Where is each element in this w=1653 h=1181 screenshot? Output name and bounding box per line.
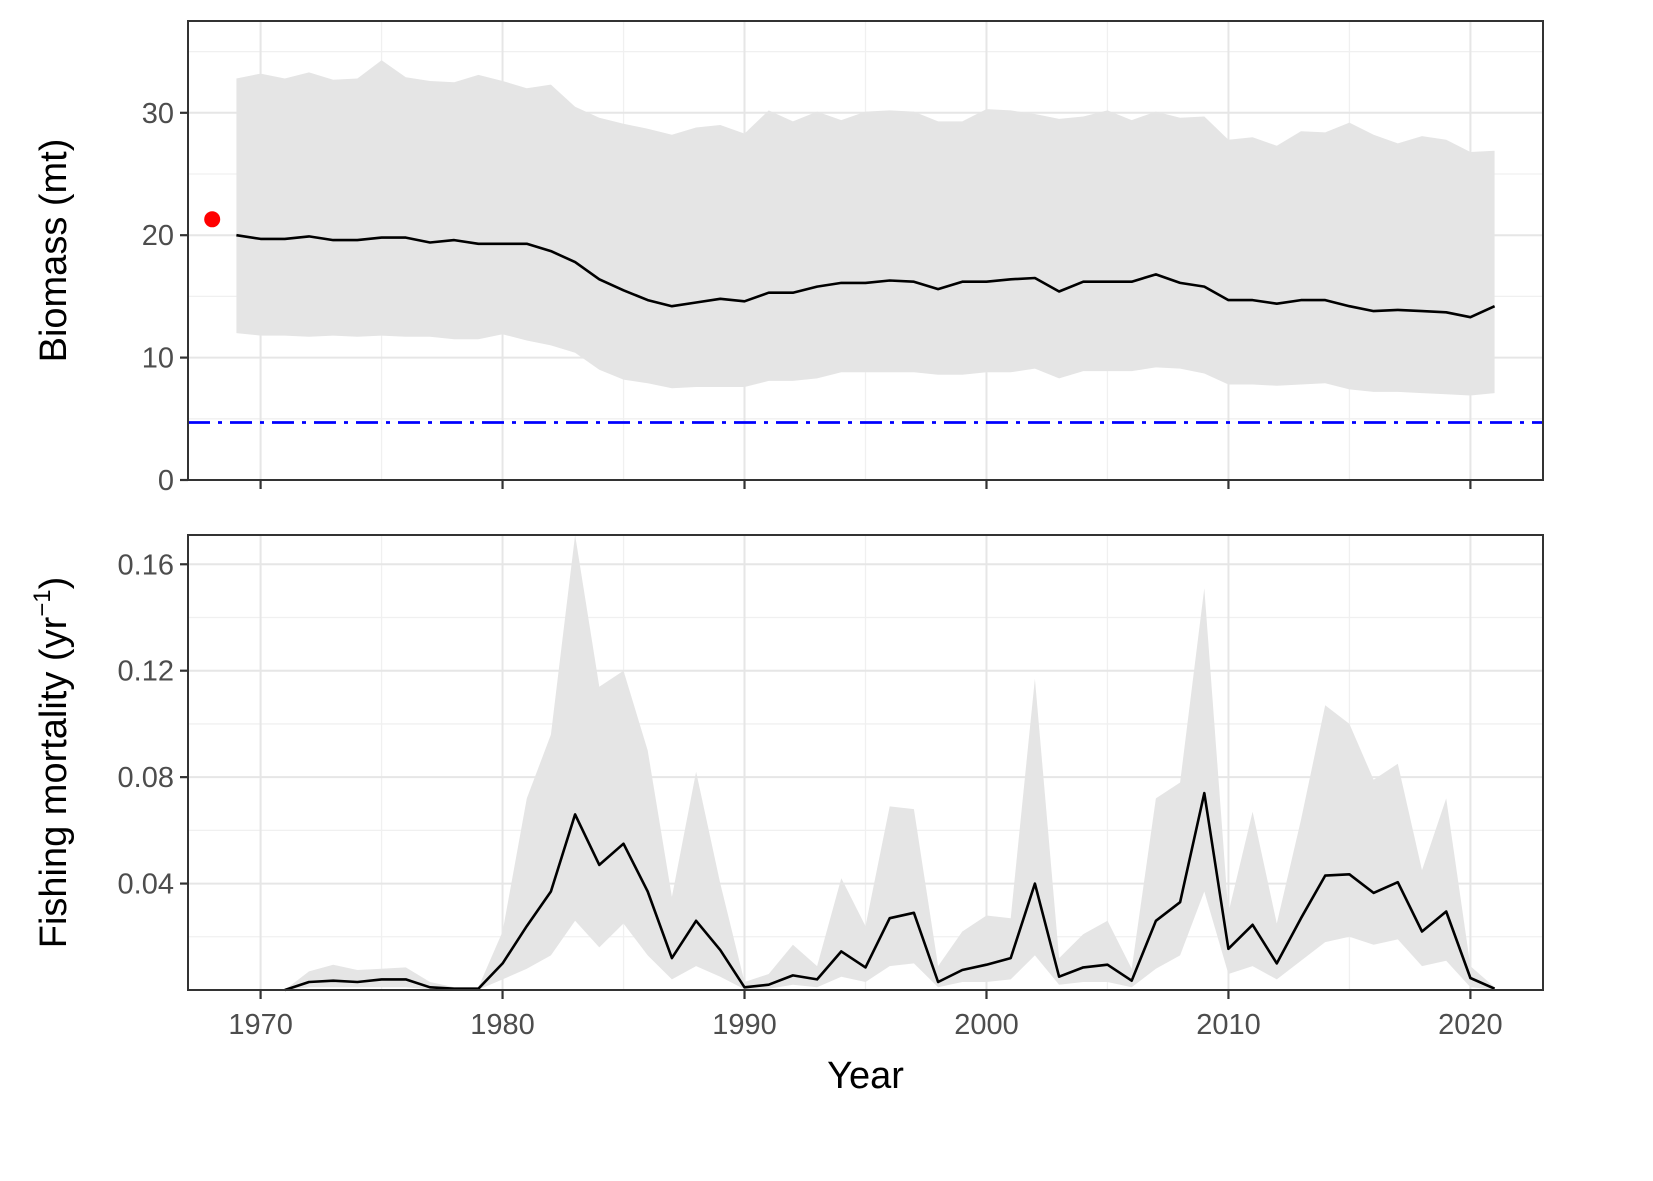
y-tick-label: 30 [142,98,174,130]
mortality-panel-border [187,534,1544,991]
biomass-initial-point [204,211,221,228]
fishing-mortality-panel: 0.04 0.08 0.12 0.16 1970 1980 1990 2000 2010 2020… [29,534,1544,1097]
x-tick-label: 2000 [954,1009,1019,1041]
biomass-panel-border [187,20,1544,481]
y-tick-label: 10 [142,343,174,375]
y-tick-label: 0.16 [118,549,174,581]
x-tick-label: 1980 [470,1009,535,1041]
mortality-y-axis-title-close: ) [33,577,75,590]
y-tick-label: 20 [142,220,174,252]
mortality-y-axis-title: Fishing mortality (yr−1) [29,577,75,949]
x-tick-label: 1990 [712,1009,777,1041]
y-tick-label: 0.08 [118,762,174,794]
y-tick-label: 0 [158,465,174,497]
mortality-y-axis-title-superscript: −1 [29,589,56,616]
biomass-confidence-ribbon [236,60,1495,396]
x-axis-title: Year [827,1055,904,1097]
x-tick-label: 2020 [1438,1009,1503,1041]
biomass-panel: 0 10 20 30 Biomass (mt) [33,20,1544,497]
biomass-y-axis-title: Biomass (mt) [33,139,75,363]
y-tick-label: 0.04 [118,869,174,901]
mortality-confidence-ribbon [284,535,1495,990]
mortality-y-axis-title-main: Fishing mortality (yr [33,616,75,948]
mortality-line [284,791,1496,992]
x-tick-label: 1970 [228,1009,293,1041]
mortality-axes: 0.04 0.08 0.12 0.16 1970 1980 1990 2000 2010 2020 [118,549,1503,1041]
x-tick-label: 2010 [1196,1009,1261,1041]
biomass-axes: 0 10 20 30 [142,98,1472,497]
biomass-line [236,233,1496,319]
y-tick-label: 0.12 [118,656,174,688]
